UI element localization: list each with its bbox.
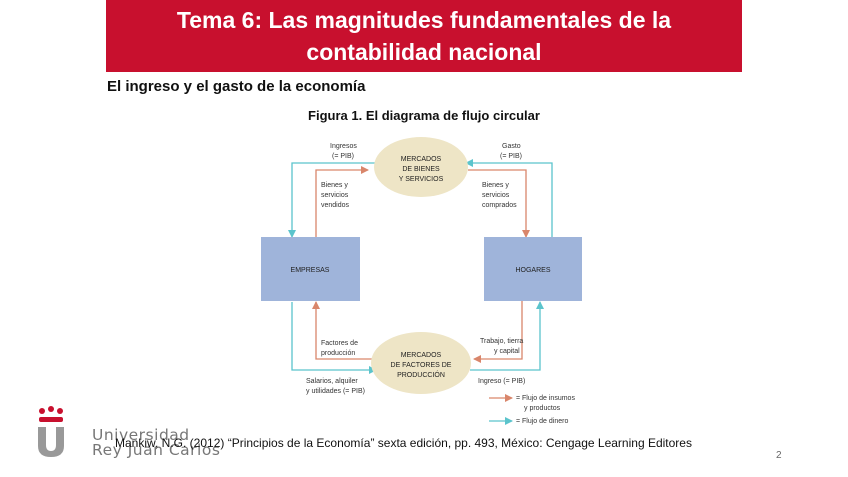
slide-subtitle: El ingreso y el gasto de la economía <box>107 78 366 95</box>
households-box <box>484 237 582 301</box>
bienes-vendidos-label-3: vendidos <box>321 202 350 209</box>
legend-insumos-1: = Flujo de insumos <box>516 395 575 402</box>
arrow-trabajo-capital <box>473 300 523 363</box>
logo-line1: Universidad <box>92 426 190 444</box>
market-factors-label-3: PRODUCCIÓN <box>397 370 445 379</box>
ingresos-label-1: Ingresos <box>330 143 357 150</box>
trabajo-label-2: y capital <box>494 348 520 355</box>
salarios-label-2: y utilidades (= PIB) <box>306 388 365 395</box>
logo-line2: Rey Juan Carlos <box>92 441 221 459</box>
goods-flow-arrows <box>312 166 530 363</box>
factores-label-2: producción <box>321 350 355 357</box>
market-goods-label-1: MERCADOS <box>401 156 442 163</box>
money-flow-arrows <box>288 159 553 374</box>
legend-dinero: = Flujo de dinero <box>516 418 568 425</box>
firms-label: EMPRESAS <box>291 267 330 274</box>
bienes-vendidos-label-1: Bienes y <box>321 182 348 189</box>
arrow-salarios <box>291 302 377 374</box>
market-factors-label-1: MERCADOS <box>401 352 442 359</box>
slide-title-line2: contabilidad nacional <box>306 39 542 65</box>
bienes-vendidos-label-2: servicios <box>321 192 349 199</box>
gasto-label-2: (= PIB) <box>500 153 522 160</box>
bienes-comprados-label-3: comprados <box>482 202 517 209</box>
households-label: HOGARES <box>515 267 550 274</box>
ingreso-pib-label: Ingreso (= PIB) <box>478 378 525 385</box>
firms-box <box>261 237 360 301</box>
slide-title-line1: Tema 6: Las magnitudes fundamentales de … <box>176 7 672 33</box>
trabajo-label-1: Trabajo, tierra <box>480 338 523 345</box>
university-logo-icon <box>38 406 64 457</box>
arrow-bienes-vendidos <box>315 166 369 237</box>
bienes-comprados-label-2: servicios <box>482 192 510 199</box>
university-logo-text: Universidad Rey Juan Carlos <box>92 426 221 459</box>
ingresos-label-2: (= PIB) <box>332 153 354 160</box>
legend: = Flujo de insumos y productos = Flujo d… <box>489 394 575 425</box>
arrow-ingreso-pib <box>470 301 544 371</box>
market-goods-ellipse <box>374 137 468 197</box>
factores-label-1: Factores de <box>321 340 358 347</box>
arrow-factores-produccion <box>312 301 374 360</box>
salarios-label-1: Salarios, alquiler <box>306 378 358 385</box>
arrow-bienes-comprados <box>468 169 530 238</box>
bienes-comprados-label-1: Bienes y <box>482 182 509 189</box>
legend-insumos-2: y productos <box>524 405 561 412</box>
arrow-gasto <box>465 159 553 237</box>
page-number: 2 <box>776 450 782 461</box>
market-factors-ellipse <box>371 332 471 394</box>
figure-title: Figura 1. El diagrama de flujo circular <box>308 108 540 123</box>
title-band: Tema 6: Las magnitudes fundamentales de … <box>106 0 742 72</box>
market-goods-label-2: DE BIENES <box>402 166 440 173</box>
arrow-ingresos <box>288 162 378 238</box>
gasto-label-1: Gasto <box>502 143 521 150</box>
market-goods-label-3: Y SERVICIOS <box>399 176 444 183</box>
market-factors-label-2: DE FACTORES DE <box>391 362 452 369</box>
citation: Mankiw, N.G. (2012) “Principios de la Ec… <box>115 436 692 450</box>
